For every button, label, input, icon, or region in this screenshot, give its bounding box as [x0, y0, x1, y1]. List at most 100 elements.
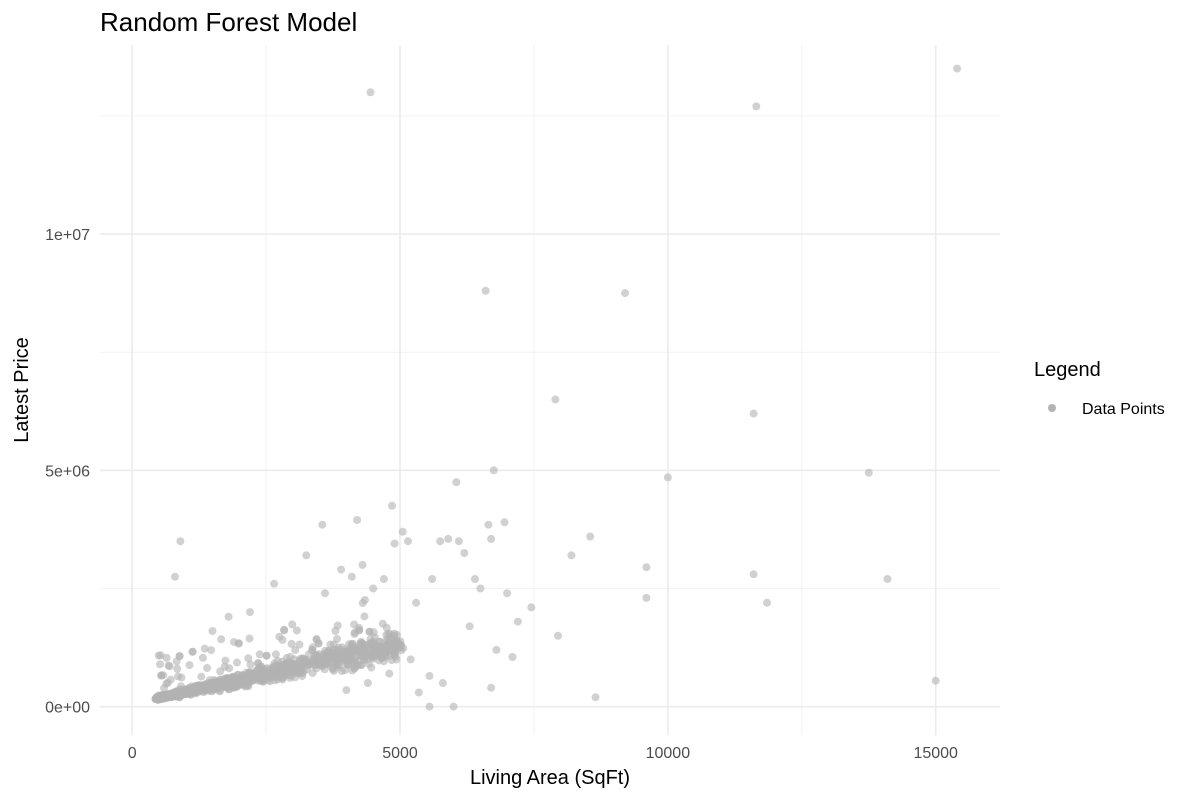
data-point: [412, 598, 421, 607]
data-point: [489, 466, 498, 475]
data-point: [527, 603, 536, 612]
data-point: [358, 560, 367, 569]
data-point: [185, 686, 194, 695]
data-point: [406, 655, 415, 664]
data-point: [436, 537, 445, 546]
data-point: [425, 702, 434, 711]
data-point: [270, 659, 279, 668]
data-point: [642, 593, 651, 602]
data-point: [487, 534, 496, 543]
data-point: [158, 694, 167, 703]
data-point: [365, 627, 374, 636]
data-point: [324, 646, 333, 655]
data-point: [500, 518, 509, 527]
chart-title: Random Forest Model: [100, 7, 357, 37]
data-point: [302, 551, 311, 560]
data-point: [342, 686, 351, 695]
data-point: [591, 693, 600, 702]
y-axis-title: Latest Price: [11, 337, 33, 443]
data-point: [245, 634, 254, 643]
data-point: [246, 660, 255, 669]
data-point: [225, 664, 234, 673]
data-point: [368, 653, 377, 662]
data-point: [171, 572, 179, 581]
data-point: [312, 635, 321, 644]
x-axis-title: Living Area (SqFt): [470, 767, 630, 789]
data-point: [207, 646, 216, 655]
data-point: [476, 584, 485, 593]
data-point: [217, 635, 226, 644]
data-point: [257, 662, 266, 671]
data-point: [353, 516, 362, 524]
data-point: [295, 640, 304, 649]
data-point: [361, 644, 370, 652]
data-point: [487, 683, 496, 692]
data-point: [154, 651, 163, 660]
data-point: [438, 679, 447, 687]
data-point: [369, 584, 378, 593]
data-point: [233, 658, 241, 667]
data-point: [270, 579, 279, 588]
data-point: [508, 653, 517, 661]
data-point: [379, 575, 388, 583]
data-point: [350, 620, 359, 629]
data-point: [234, 670, 242, 679]
legend-title: Legend: [1034, 359, 1101, 381]
data-point: [241, 674, 250, 683]
data-point: [225, 674, 234, 683]
data-point: [350, 664, 359, 673]
tick-labels: 0 5000 10000 15000 0e+00 5e+06 1e+07: [45, 227, 958, 762]
data-point: [160, 684, 168, 693]
data-point: [326, 652, 335, 661]
data-point: [484, 520, 493, 529]
data-point: [392, 630, 401, 639]
data-point: [255, 650, 264, 659]
data-point: [201, 682, 210, 691]
data-point: [749, 570, 758, 579]
data-point: [292, 626, 301, 635]
data-point: [162, 653, 171, 662]
data-point: [363, 679, 372, 687]
data-point: [278, 636, 287, 644]
data-point: [414, 688, 423, 697]
legend: Legend Data Points: [1034, 359, 1165, 418]
data-point: [246, 608, 254, 617]
data-point: [175, 652, 184, 661]
data-point: [332, 649, 341, 658]
data-point: [177, 673, 186, 682]
data-point: [357, 661, 366, 669]
data-point: [157, 671, 166, 680]
y-tick-label: 0e+00: [45, 700, 90, 717]
legend-key-point: [1048, 404, 1056, 412]
data-point: [586, 532, 595, 541]
data-point: [551, 395, 560, 404]
data-point: [287, 639, 296, 648]
data-point: [165, 692, 174, 701]
y-tick-label: 1e+07: [45, 227, 90, 244]
data-point: [752, 102, 761, 111]
data-point: [454, 537, 463, 546]
data-point: [444, 534, 453, 543]
data-point: [883, 575, 892, 583]
x-tick-label: 15000: [913, 745, 958, 762]
data-point: [663, 473, 672, 482]
data-point: [864, 468, 873, 477]
data-point: [368, 639, 377, 647]
data-point: [621, 289, 629, 298]
data-point: [449, 702, 458, 711]
data-point: [567, 551, 576, 560]
data-point: [392, 655, 401, 664]
data-point: [288, 620, 297, 629]
data-point: [224, 612, 233, 621]
data-point: [262, 651, 271, 660]
data-point: [165, 662, 174, 671]
data-point: [471, 575, 479, 583]
data-point: [749, 409, 758, 418]
data-point: [214, 681, 222, 690]
data-point: [188, 647, 197, 656]
data-point: [156, 660, 164, 669]
x-tick-label: 0: [128, 745, 137, 762]
data-point: [379, 652, 388, 661]
data-point: [452, 478, 461, 487]
